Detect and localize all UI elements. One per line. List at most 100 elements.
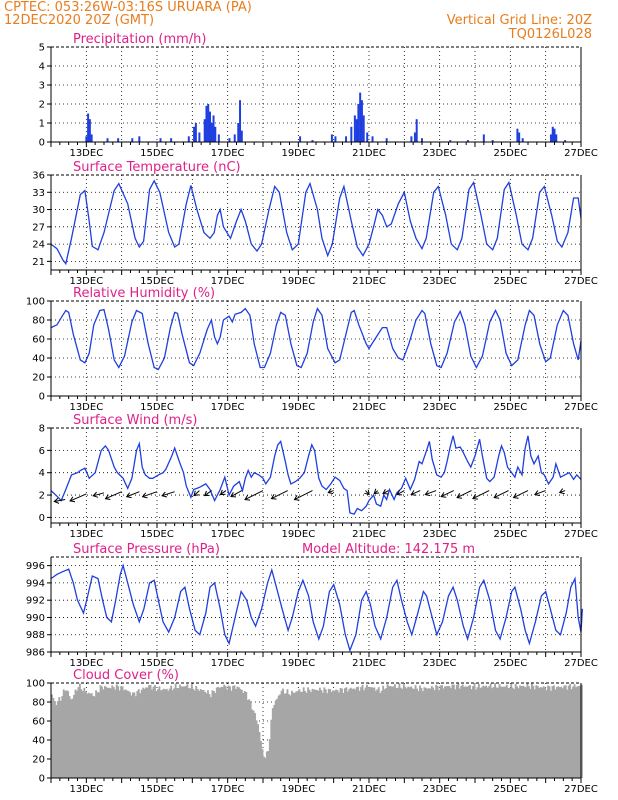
cloud-bar — [476, 687, 479, 778]
cloud-bar — [146, 687, 149, 778]
y-tick-label: 4 — [39, 62, 45, 73]
cloud-bar — [332, 690, 335, 778]
cloud-bar — [454, 689, 457, 778]
header-model-id: TQ0126L028 — [508, 27, 592, 42]
cloud-bar — [80, 689, 83, 778]
cloud-bar — [208, 694, 211, 778]
cloud-bar — [492, 686, 495, 778]
cloud-bar — [101, 686, 103, 778]
cloud-bar — [90, 693, 93, 778]
cloud-bar — [354, 689, 357, 778]
wind-arrow-head — [424, 490, 431, 497]
precip-bar — [362, 115, 365, 142]
precip-bar — [212, 115, 215, 142]
cloud-bar — [410, 686, 413, 778]
cloud-bar — [581, 684, 583, 778]
cloud-bar — [155, 691, 158, 778]
cloud-bar — [399, 687, 402, 778]
precip-bar — [239, 100, 242, 142]
cloud-bar — [104, 686, 106, 778]
cloud-bar — [260, 741, 262, 778]
cloud-bar — [83, 687, 86, 778]
y-tick-label: 0 — [39, 774, 45, 785]
cloud-bar — [361, 684, 364, 778]
cloud-bar — [70, 699, 73, 778]
precip-bar — [299, 136, 302, 142]
cloud-bar — [495, 687, 498, 778]
cloud-bar — [553, 685, 555, 778]
cloud-bar — [542, 686, 545, 778]
cloud-bar — [232, 685, 234, 778]
cloud-bar — [460, 686, 463, 778]
precip-bar — [551, 126, 554, 142]
precip-bar — [90, 134, 93, 142]
cloud-bar — [93, 696, 96, 778]
cloud-bar — [327, 688, 330, 778]
x-tick-label: 23DEC — [423, 658, 457, 669]
cloud-bar — [95, 690, 98, 778]
x-tick-label: 17DEC — [211, 784, 245, 795]
x-tick-label: 21DEC — [352, 148, 386, 159]
cloud-bar — [561, 688, 564, 778]
wind-arrow-head — [141, 492, 148, 499]
cloud-bar — [289, 695, 292, 778]
wind-arrow — [493, 490, 509, 499]
wind-arrow-head — [364, 489, 370, 496]
header-station: CPTEC: 053:26W-03:16S URUARA (PA) — [4, 0, 252, 15]
precip-bar — [360, 100, 363, 142]
precip-bar — [366, 132, 369, 142]
cloud-bar — [51, 694, 53, 778]
cloud-bar — [205, 693, 208, 778]
wind-arrow-head — [203, 490, 210, 497]
cloud-bar — [55, 705, 58, 778]
wind-arrow-head — [53, 497, 60, 504]
cloud-bar — [557, 686, 560, 778]
wind-arrow-head — [456, 493, 463, 499]
precip-bar — [449, 140, 452, 142]
x-tick-label: 19DEC — [281, 784, 315, 795]
cloud-bar — [366, 684, 368, 778]
cloud-bar — [308, 689, 311, 778]
cloud-bar — [204, 691, 206, 778]
x-tick-label: 27DEC — [564, 658, 598, 669]
cloud-bar — [541, 687, 544, 778]
cloud-bar — [233, 685, 236, 778]
cloud-bar — [285, 693, 287, 778]
wind-arrow-head — [373, 488, 380, 495]
cloud-bar — [242, 692, 245, 778]
cloud-bar — [389, 686, 392, 778]
cloud-bar — [251, 709, 254, 778]
cloud-bar — [405, 688, 408, 778]
cloud-bar — [550, 690, 552, 778]
cloud-bar — [248, 699, 251, 778]
x-tick-label: 27DEC — [564, 276, 598, 287]
cloud-bar — [505, 684, 508, 778]
cloud-bar — [316, 689, 318, 778]
cloud-bar — [140, 689, 143, 778]
cloud-bar — [52, 698, 55, 778]
cloud-bar — [535, 685, 538, 778]
cloud-bar — [569, 683, 572, 778]
cloud-bar — [510, 683, 513, 778]
y-tick-label: 20 — [32, 755, 45, 766]
cloud-bar — [120, 686, 123, 778]
cloud-bar — [58, 697, 61, 778]
cloud-bar — [321, 692, 324, 778]
x-tick-label: 23DEC — [423, 529, 457, 540]
y-tick-label: 40 — [32, 736, 45, 747]
cloud-bar — [516, 686, 519, 778]
cloud-bar — [338, 692, 340, 778]
cloud-bar — [224, 686, 227, 778]
cloud-bar — [249, 701, 252, 778]
wind-arrow-head — [512, 493, 519, 499]
cloud-bar — [380, 690, 383, 778]
cloud-bar — [210, 697, 212, 778]
header-datetime: 12DEC2020 20Z (GMT) — [4, 13, 155, 28]
cloud-bar — [357, 686, 360, 778]
cloud-bar — [168, 688, 171, 778]
cloud-bar — [167, 690, 170, 778]
y-tick-label: 8 — [39, 424, 45, 435]
cloud-bar — [544, 687, 547, 778]
wind-arrow — [142, 491, 158, 498]
cloud-bar — [304, 691, 307, 778]
